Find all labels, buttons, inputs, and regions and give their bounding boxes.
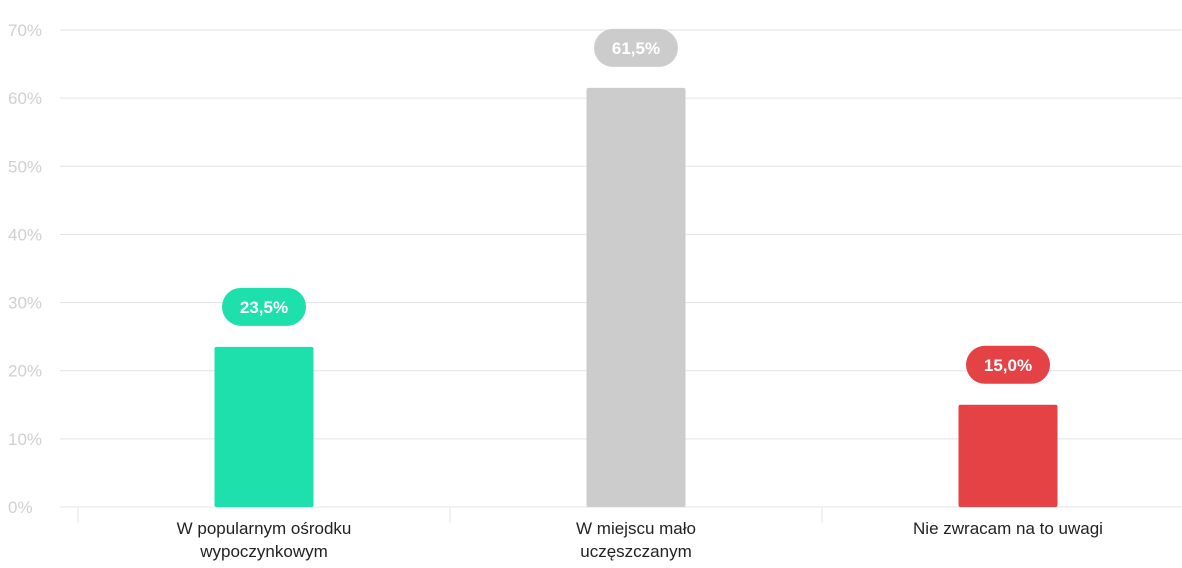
x-axis bbox=[77, 508, 823, 523]
data-label-pill bbox=[594, 28, 678, 67]
category-label: W miejscu mało uczęszczanym bbox=[576, 519, 696, 561]
data-label-text: 23,5% bbox=[240, 298, 288, 317]
category-label: W popularnym ośrodku wypoczynkowym bbox=[177, 519, 352, 561]
data-label-pill bbox=[222, 287, 306, 326]
category-label: Nie zwracam na to uwagi bbox=[913, 519, 1103, 538]
category-label-line: W miejscu mało bbox=[576, 519, 696, 538]
category-label-line: uczęszczanym bbox=[580, 542, 691, 561]
data-label: 61,5% bbox=[594, 28, 678, 67]
category-label-line: wypoczynkowym bbox=[199, 542, 328, 561]
bars bbox=[214, 87, 1058, 508]
data-labels: 23,5% 61,5% 15,0% bbox=[222, 28, 1050, 384]
bar bbox=[958, 404, 1058, 507]
category-label-line: Nie zwracam na to uwagi bbox=[913, 519, 1103, 538]
y-tick-label: 50% bbox=[8, 157, 42, 176]
data-label-text: 15,0% bbox=[984, 356, 1032, 375]
y-tick-label: 20% bbox=[8, 362, 42, 381]
data-label: 23,5% bbox=[222, 287, 306, 326]
category-label-line: W popularnym ośrodku bbox=[177, 519, 352, 538]
bar bbox=[586, 87, 686, 508]
data-label: 15,0% bbox=[966, 345, 1050, 384]
y-tick-label: 0% bbox=[8, 498, 33, 517]
data-label-text: 61,5% bbox=[612, 39, 660, 58]
y-tick-label: 10% bbox=[8, 430, 42, 449]
y-tick-label: 40% bbox=[8, 225, 42, 244]
y-tick-label: 60% bbox=[8, 89, 42, 108]
y-tick-label: 30% bbox=[8, 294, 42, 313]
category-labels: W popularnym ośrodku wypoczynkowym W miejs… bbox=[177, 519, 1103, 561]
bar bbox=[214, 346, 314, 507]
y-tick-label: 70% bbox=[8, 21, 42, 40]
y-axis-tick-labels: 0% 10% 20% 30% 40% 50% 60% 70% bbox=[8, 21, 42, 517]
data-label-pill bbox=[966, 345, 1050, 384]
